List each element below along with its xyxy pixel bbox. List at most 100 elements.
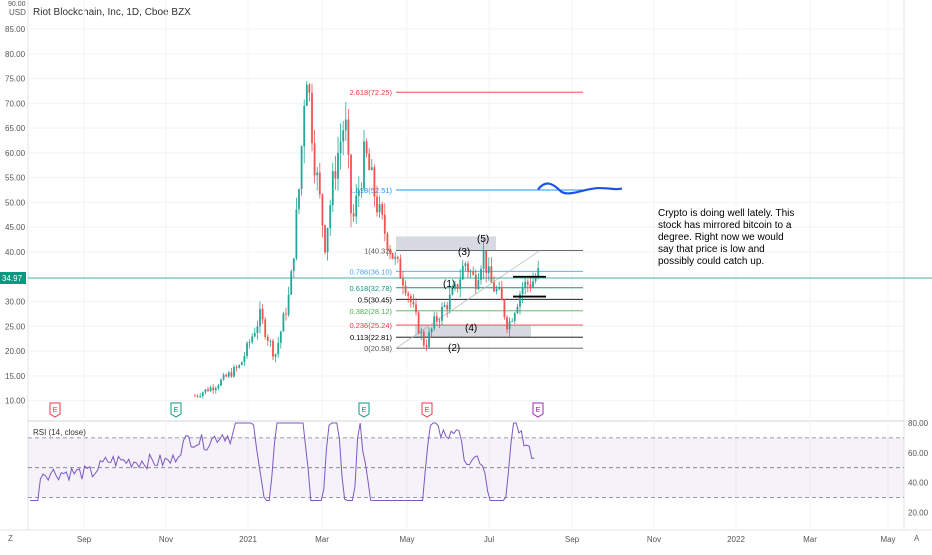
candle-body	[376, 196, 378, 213]
auto-scale-corner[interactable]: A	[914, 534, 920, 543]
candle-body	[251, 336, 254, 343]
candle-body	[220, 379, 222, 386]
price-tick-label: 30.00	[5, 298, 26, 307]
candle-body	[313, 143, 316, 176]
candle-body	[212, 387, 215, 391]
candle-body	[526, 281, 529, 285]
earnings-marker[interactable]: E	[532, 402, 544, 418]
candle-body	[485, 250, 488, 273]
earnings-badge	[49, 402, 61, 418]
fib-level-label: 0.236(25.24)	[349, 321, 392, 330]
earnings-marker[interactable]: E	[49, 402, 61, 418]
candle-body	[207, 389, 209, 392]
price-tick-label: 55.00	[5, 174, 26, 183]
candle-body	[534, 277, 537, 282]
candle-body	[235, 367, 238, 368]
candle-body	[238, 365, 241, 368]
fib-level-label: 2.618(72.25)	[349, 88, 392, 97]
candle-body	[269, 340, 272, 342]
candle-body	[230, 372, 233, 377]
candle-body	[425, 345, 428, 348]
price-tick-label: 50.00	[5, 198, 26, 207]
candle-body	[204, 389, 207, 393]
candle-body	[441, 306, 443, 321]
fibonacci-retracement[interactable]: 2.618(72.25) 1.618(52.51) 1(40.32) 0.786(36…	[349, 88, 583, 353]
candle-body	[438, 320, 441, 322]
time-tick-label: Nov	[647, 535, 661, 544]
candle-body	[519, 293, 521, 307]
candle-body	[261, 308, 264, 320]
price-tick-label: 20.00	[5, 347, 26, 356]
text-annotation[interactable]: Crypto is doing well lately. This stock …	[658, 208, 794, 267]
candle-body	[394, 256, 397, 259]
candle-body	[316, 172, 319, 176]
candle-body	[342, 130, 345, 142]
candle-body	[383, 214, 386, 234]
earnings-marker[interactable]: E	[358, 402, 370, 418]
price-tick-label: 15.00	[5, 372, 26, 381]
earnings-letter: E	[52, 405, 57, 414]
fib-trend-line	[395, 250, 541, 349]
candle-body	[500, 287, 503, 301]
elliott-wave-labels[interactable]: (1) (2) (3) (4) (5)	[443, 234, 489, 354]
candle-body	[469, 271, 472, 273]
candle-body	[420, 331, 423, 334]
wave-label-5: (5)	[477, 234, 489, 245]
wave-label-3: (3)	[458, 247, 470, 258]
candle-body	[350, 154, 352, 214]
candle-body	[446, 305, 449, 310]
timezone-corner[interactable]: Z	[8, 534, 13, 543]
candle-body	[240, 362, 243, 366]
candle-body	[295, 209, 298, 259]
candle-body	[227, 372, 230, 377]
candle-body	[482, 250, 485, 269]
price-tick-label: 10.00	[5, 397, 26, 406]
candle-body	[243, 356, 246, 363]
candle-body	[433, 316, 436, 329]
candle-body	[365, 141, 368, 154]
time-tick-label: Sep	[565, 535, 580, 544]
candle-body	[337, 152, 339, 179]
candle-body	[217, 385, 220, 389]
candle-body	[480, 268, 482, 280]
current-price-label: 34.97	[2, 274, 23, 283]
annotation-line-5: possibly could catch up.	[658, 256, 764, 267]
drawings[interactable]	[513, 182, 623, 298]
price-tick-label: 70.00	[5, 99, 26, 108]
earnings-badge	[358, 402, 370, 418]
fib-level-label: 1.618(52.51)	[349, 186, 392, 195]
candle-body	[199, 395, 202, 397]
candle-body	[399, 258, 402, 279]
candle-body	[246, 343, 248, 357]
time-tick-label: May	[399, 535, 414, 544]
price-tick-label: 40.00	[5, 248, 26, 257]
candle-body	[339, 141, 342, 153]
candle-body	[386, 233, 389, 250]
candle-body	[506, 317, 508, 330]
candle-body	[537, 268, 540, 278]
candle-body	[347, 119, 350, 155]
candle-body	[391, 253, 394, 259]
time-tick-label: Jul	[484, 535, 494, 544]
candlestick-series	[194, 80, 540, 399]
candle-body	[477, 279, 480, 290]
candle-body	[474, 274, 477, 290]
candle-body	[513, 313, 516, 322]
earnings-marker[interactable]: E	[421, 402, 433, 418]
candle-body	[495, 289, 498, 292]
candle-body	[266, 336, 269, 341]
time-axis: Sep Nov 2021 Mar May Jul Sep Nov 2022 Mar May	[77, 535, 896, 544]
candle-body	[503, 300, 506, 318]
candle-body	[272, 340, 274, 357]
price-tick-label: 25.00	[5, 322, 26, 331]
candle-body	[490, 266, 493, 283]
symbol-title[interactable]: Riot Blockchain, Inc, 1D, Cboe BZX	[33, 7, 191, 18]
earnings-marker[interactable]: E	[170, 402, 182, 418]
earnings-letter: E	[173, 405, 178, 414]
candle-body	[225, 374, 228, 377]
fib-top-zone	[396, 236, 496, 251]
wave-label-1: (1)	[443, 279, 455, 290]
candle-body	[508, 321, 511, 330]
rsi-label[interactable]: RSI (14, close)	[33, 428, 86, 437]
